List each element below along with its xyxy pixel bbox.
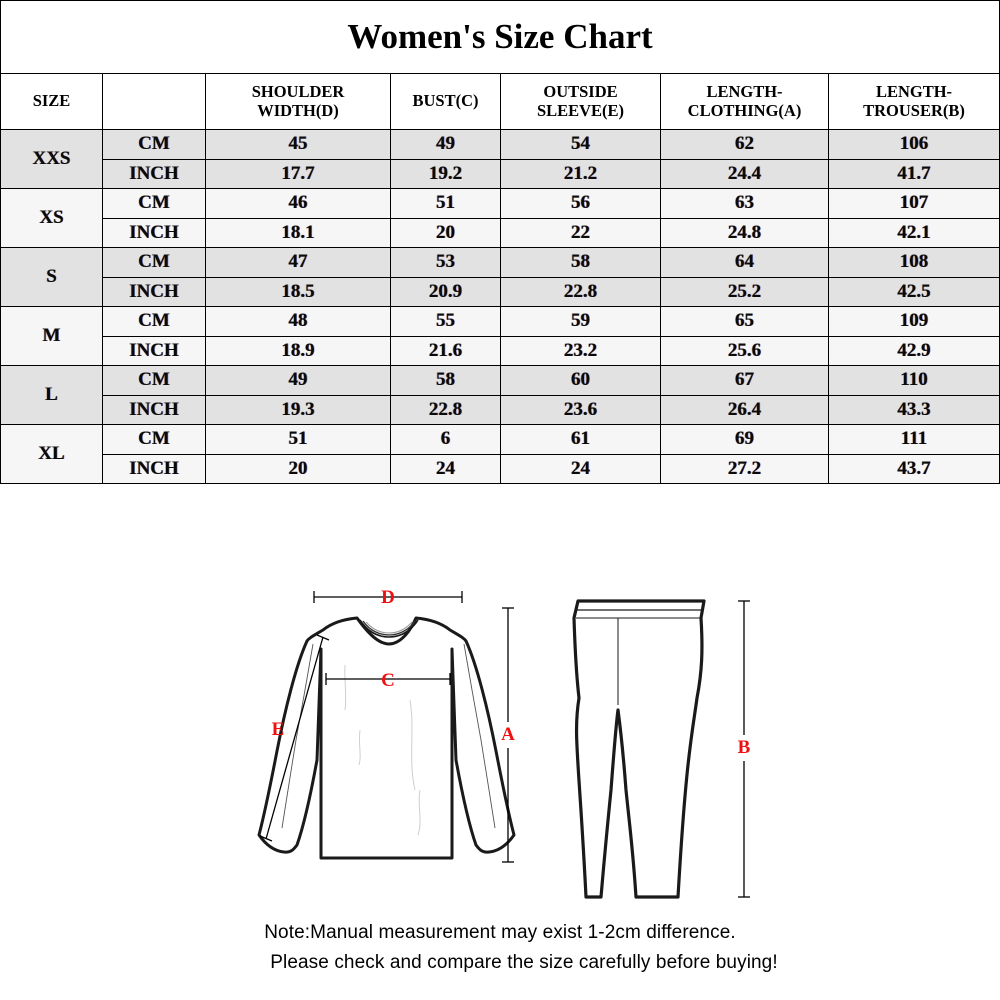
svg-text:E: E xyxy=(272,719,285,740)
svg-text:A: A xyxy=(501,724,515,745)
svg-text:D: D xyxy=(381,587,395,608)
svg-text:B: B xyxy=(738,737,751,758)
svg-text:C: C xyxy=(381,670,395,691)
